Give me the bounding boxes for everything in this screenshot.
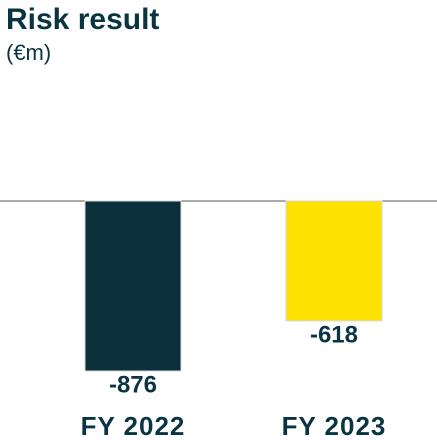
x-tick-label: FY 2022 (81, 411, 186, 441)
bar (285, 200, 383, 322)
value-label: -618 (310, 321, 358, 348)
x-tick-label: FY 2023 (282, 411, 387, 441)
bar (84, 200, 182, 372)
chart-subtitle: (€m) (6, 40, 51, 65)
chart-title: Risk result (6, 3, 159, 36)
value-label: -876 (109, 371, 157, 398)
